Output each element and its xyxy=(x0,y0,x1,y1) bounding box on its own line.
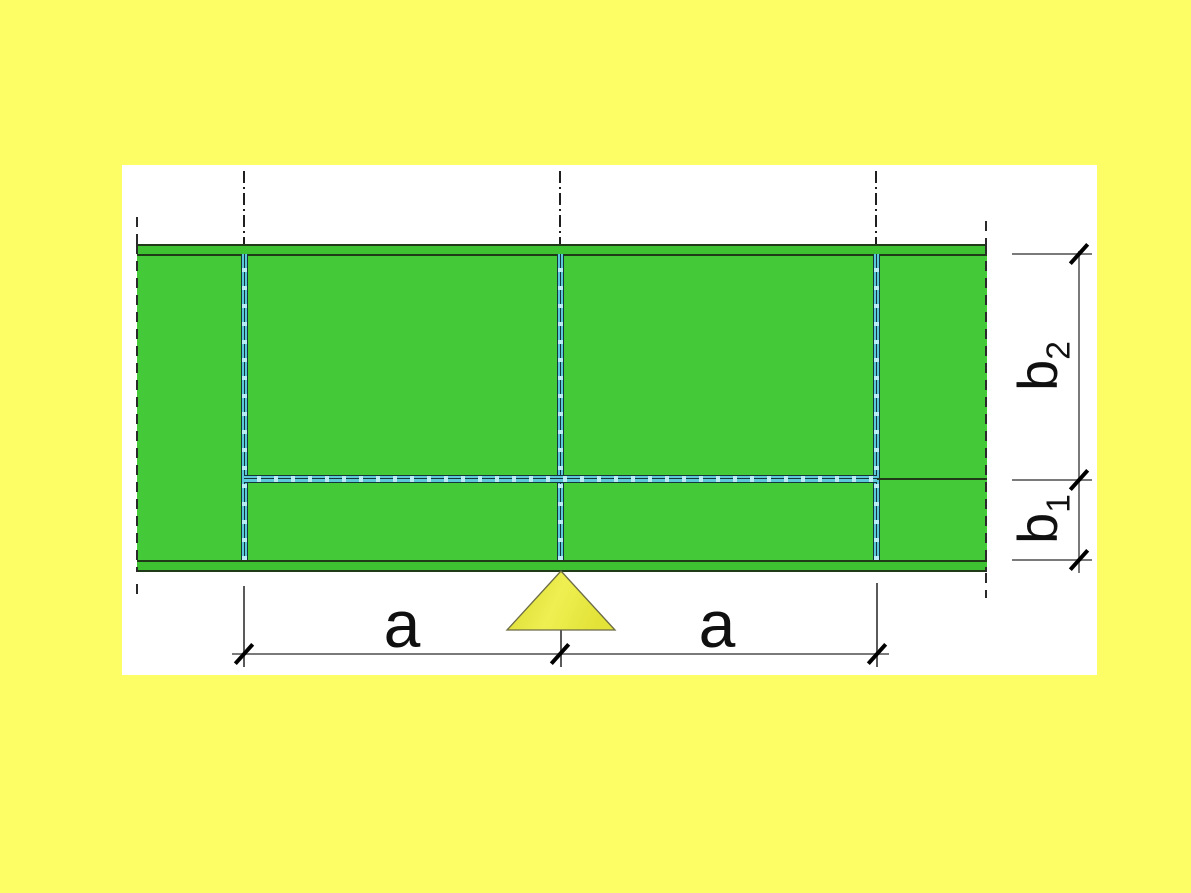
left-edge-extension-bottom xyxy=(136,584,138,597)
centerline-left xyxy=(243,171,245,244)
ext-line-b-top xyxy=(1012,253,1092,255)
ext-line-b-bottom xyxy=(1012,559,1092,561)
dimension-line-right xyxy=(1078,251,1080,573)
dim-label-b1-sub: 1 xyxy=(1040,494,1078,513)
centerline-center xyxy=(559,171,561,244)
dim-label-b1-base: b xyxy=(1006,512,1070,544)
ext-line-a-left xyxy=(243,586,245,667)
dim-label-a-left: a xyxy=(383,587,421,661)
dim-label-b1: b1 xyxy=(1006,494,1078,544)
ext-line-a-right xyxy=(876,583,878,667)
plate-right-edge-dashed xyxy=(985,244,987,572)
left-edge-extension-top xyxy=(136,217,138,244)
dim-label-b2-base: b xyxy=(1006,359,1070,391)
stiffener-vertical-center xyxy=(557,254,564,560)
dim-label-b2-sub: 2 xyxy=(1040,341,1078,360)
centerline-right xyxy=(875,171,877,244)
plate-bottom-flange xyxy=(137,560,987,570)
ext-line-b-middle xyxy=(1012,479,1092,481)
right-edge-extension-bottom xyxy=(985,573,987,598)
stiffener-vertical-left xyxy=(241,254,248,560)
stiffener-horizontal xyxy=(244,475,877,483)
dim-label-b2: b2 xyxy=(1006,341,1078,391)
plate-left-edge-dashed xyxy=(136,244,138,572)
stiffener-vertical-right xyxy=(873,254,880,560)
support-triangle-icon xyxy=(505,570,617,631)
panel-divider-line xyxy=(877,478,987,480)
right-edge-extension-top xyxy=(985,221,987,244)
dim-label-a-right: a xyxy=(698,587,736,661)
